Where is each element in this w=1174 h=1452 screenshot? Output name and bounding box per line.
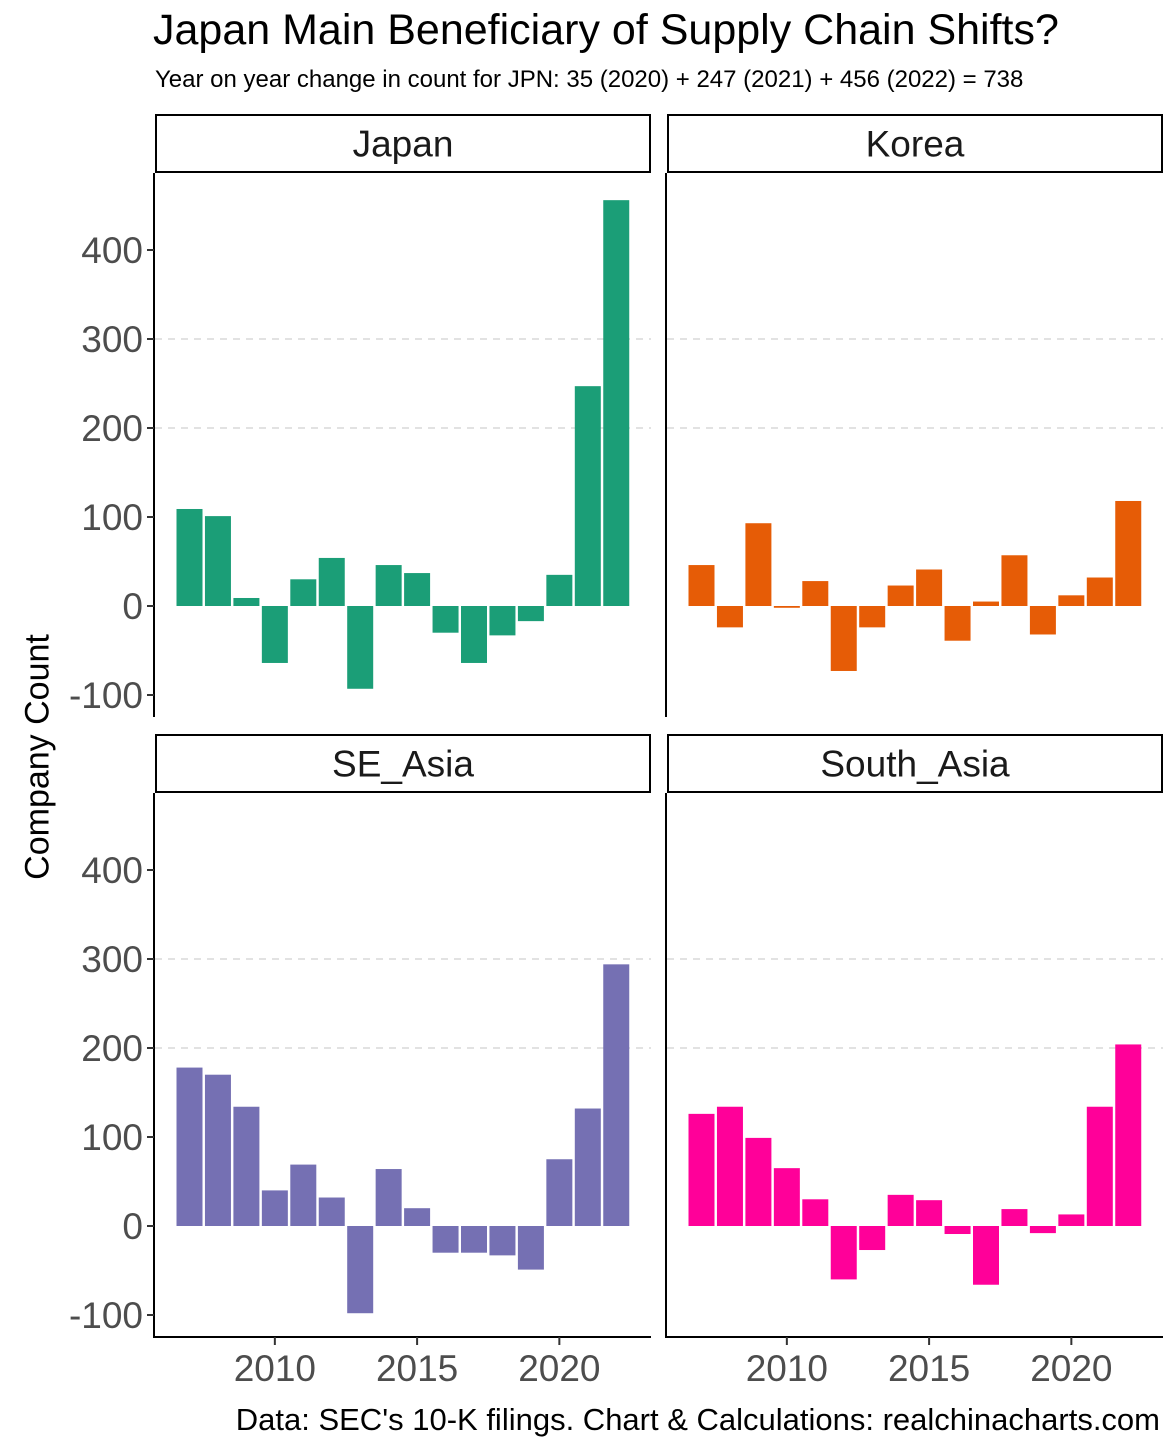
bar-South_Asia-2009 — [745, 1137, 772, 1226]
bar-Korea-2015 — [916, 569, 943, 606]
bar-South_Asia-2014 — [887, 1194, 914, 1226]
x-tick-label: 2010 — [746, 1348, 828, 1389]
bar-SE_Asia-2007 — [176, 1067, 203, 1226]
bar-Korea-2013 — [859, 606, 886, 628]
y-tick-label: 300 — [81, 939, 143, 980]
bar-SE_Asia-2020 — [546, 1159, 573, 1226]
bar-South_Asia-2016 — [944, 1226, 971, 1235]
bar-South_Asia-2021 — [1086, 1106, 1113, 1226]
bar-Korea-2012 — [830, 606, 857, 671]
y-tick-label: 400 — [81, 850, 143, 891]
bar-South_Asia-2011 — [802, 1199, 829, 1226]
bar-Japan-2018 — [489, 606, 516, 636]
bar-SE_Asia-2008 — [204, 1074, 231, 1226]
facet-label: Korea — [866, 124, 965, 165]
bar-Japan-2015 — [404, 573, 431, 606]
bar-SE_Asia-2011 — [290, 1164, 317, 1226]
x-tick-label: 2015 — [888, 1348, 970, 1389]
x-tick-label: 2015 — [376, 1348, 458, 1389]
bar-SE_Asia-2010 — [261, 1190, 288, 1226]
bar-SE_Asia-2017 — [461, 1226, 487, 1253]
bar-Japan-2016 — [432, 606, 459, 633]
bar-South_Asia-2012 — [830, 1226, 857, 1280]
facet-label: SE_Asia — [332, 744, 474, 785]
bar-Japan-2009 — [233, 597, 260, 606]
bar-Japan-2008 — [204, 516, 231, 606]
bar-SE_Asia-2019 — [517, 1226, 544, 1270]
bar-Japan-2020 — [546, 574, 573, 606]
facet-label: Japan — [353, 124, 454, 165]
x-tick-label: 2020 — [518, 1348, 600, 1389]
bar-SE_Asia-2022 — [603, 964, 630, 1226]
bar-SE_Asia-2018 — [489, 1226, 516, 1256]
chart-title: Japan Main Beneficiary of Supply Chain S… — [153, 6, 1059, 54]
bar-Japan-2010 — [261, 606, 288, 663]
bar-South_Asia-2008 — [716, 1106, 743, 1226]
bar-Korea-2022 — [1115, 500, 1142, 606]
y-tick-label: 100 — [81, 1117, 143, 1158]
bar-SE_Asia-2012 — [318, 1197, 345, 1226]
bar-SE_Asia-2009 — [233, 1106, 260, 1226]
y-tick-label: 200 — [81, 1028, 143, 1069]
bar-Korea-2018 — [1001, 555, 1028, 606]
bar-Korea-2011 — [802, 581, 829, 606]
bar-Japan-2021 — [574, 386, 601, 606]
bar-South_Asia-2020 — [1058, 1214, 1085, 1226]
bar-South_Asia-2019 — [1029, 1226, 1056, 1234]
bar-Korea-2021 — [1086, 577, 1113, 606]
y-tick-label: -100 — [69, 675, 143, 716]
bar-Korea-2008 — [716, 606, 743, 628]
y-tick-label: 100 — [81, 497, 143, 538]
bar-South_Asia-2015 — [916, 1200, 943, 1226]
y-tick-label: 300 — [81, 319, 143, 360]
bar-South_Asia-2018 — [1001, 1209, 1028, 1226]
chart-caption: Data: SEC's 10-K filings. Chart & Calcul… — [235, 1402, 1160, 1437]
bar-Korea-2017 — [973, 601, 999, 606]
bar-Japan-2019 — [517, 606, 544, 622]
y-tick-label: 200 — [81, 408, 143, 449]
bar-Korea-2016 — [944, 606, 971, 641]
chart-subtitle: Year on year change in count for JPN: 35… — [155, 66, 1024, 93]
facet-strip — [155, 114, 651, 173]
bar-Korea-2019 — [1029, 606, 1056, 635]
x-tick-label: 2020 — [1030, 1348, 1112, 1389]
bar-South_Asia-2022 — [1115, 1044, 1142, 1226]
bar-SE_Asia-2014 — [375, 1169, 402, 1226]
bar-South_Asia-2013 — [859, 1226, 886, 1251]
bar-South_Asia-2017 — [973, 1226, 999, 1285]
x-tick-label: 2010 — [234, 1348, 316, 1389]
bar-Korea-2007 — [688, 565, 715, 606]
y-tick-label: -100 — [69, 1295, 143, 1336]
y-tick-label: 0 — [122, 1206, 143, 1247]
y-tick-label: 0 — [122, 586, 143, 627]
bar-Korea-2010 — [773, 606, 800, 608]
bar-South_Asia-2007 — [688, 1113, 715, 1226]
bar-Korea-2014 — [887, 585, 914, 606]
facet-label: South_Asia — [820, 744, 1010, 785]
bar-Korea-2020 — [1058, 595, 1085, 606]
bar-Japan-2012 — [318, 557, 345, 606]
bar-Japan-2014 — [375, 565, 402, 606]
bar-Japan-2007 — [176, 508, 203, 606]
bar-Japan-2013 — [347, 606, 374, 689]
bar-SE_Asia-2021 — [574, 1108, 601, 1226]
facet-strip — [667, 734, 1163, 793]
bar-SE_Asia-2016 — [432, 1226, 459, 1253]
bar-SE_Asia-2015 — [404, 1208, 431, 1226]
bar-SE_Asia-2013 — [347, 1226, 374, 1314]
facet-strip — [667, 114, 1163, 173]
bar-Japan-2011 — [290, 579, 317, 606]
y-tick-label: 400 — [81, 230, 143, 271]
bar-South_Asia-2010 — [773, 1168, 800, 1226]
facet-strip — [155, 734, 651, 793]
bar-Japan-2022 — [603, 200, 630, 606]
bar-Japan-2017 — [461, 606, 487, 663]
bar-Korea-2009 — [745, 523, 772, 606]
